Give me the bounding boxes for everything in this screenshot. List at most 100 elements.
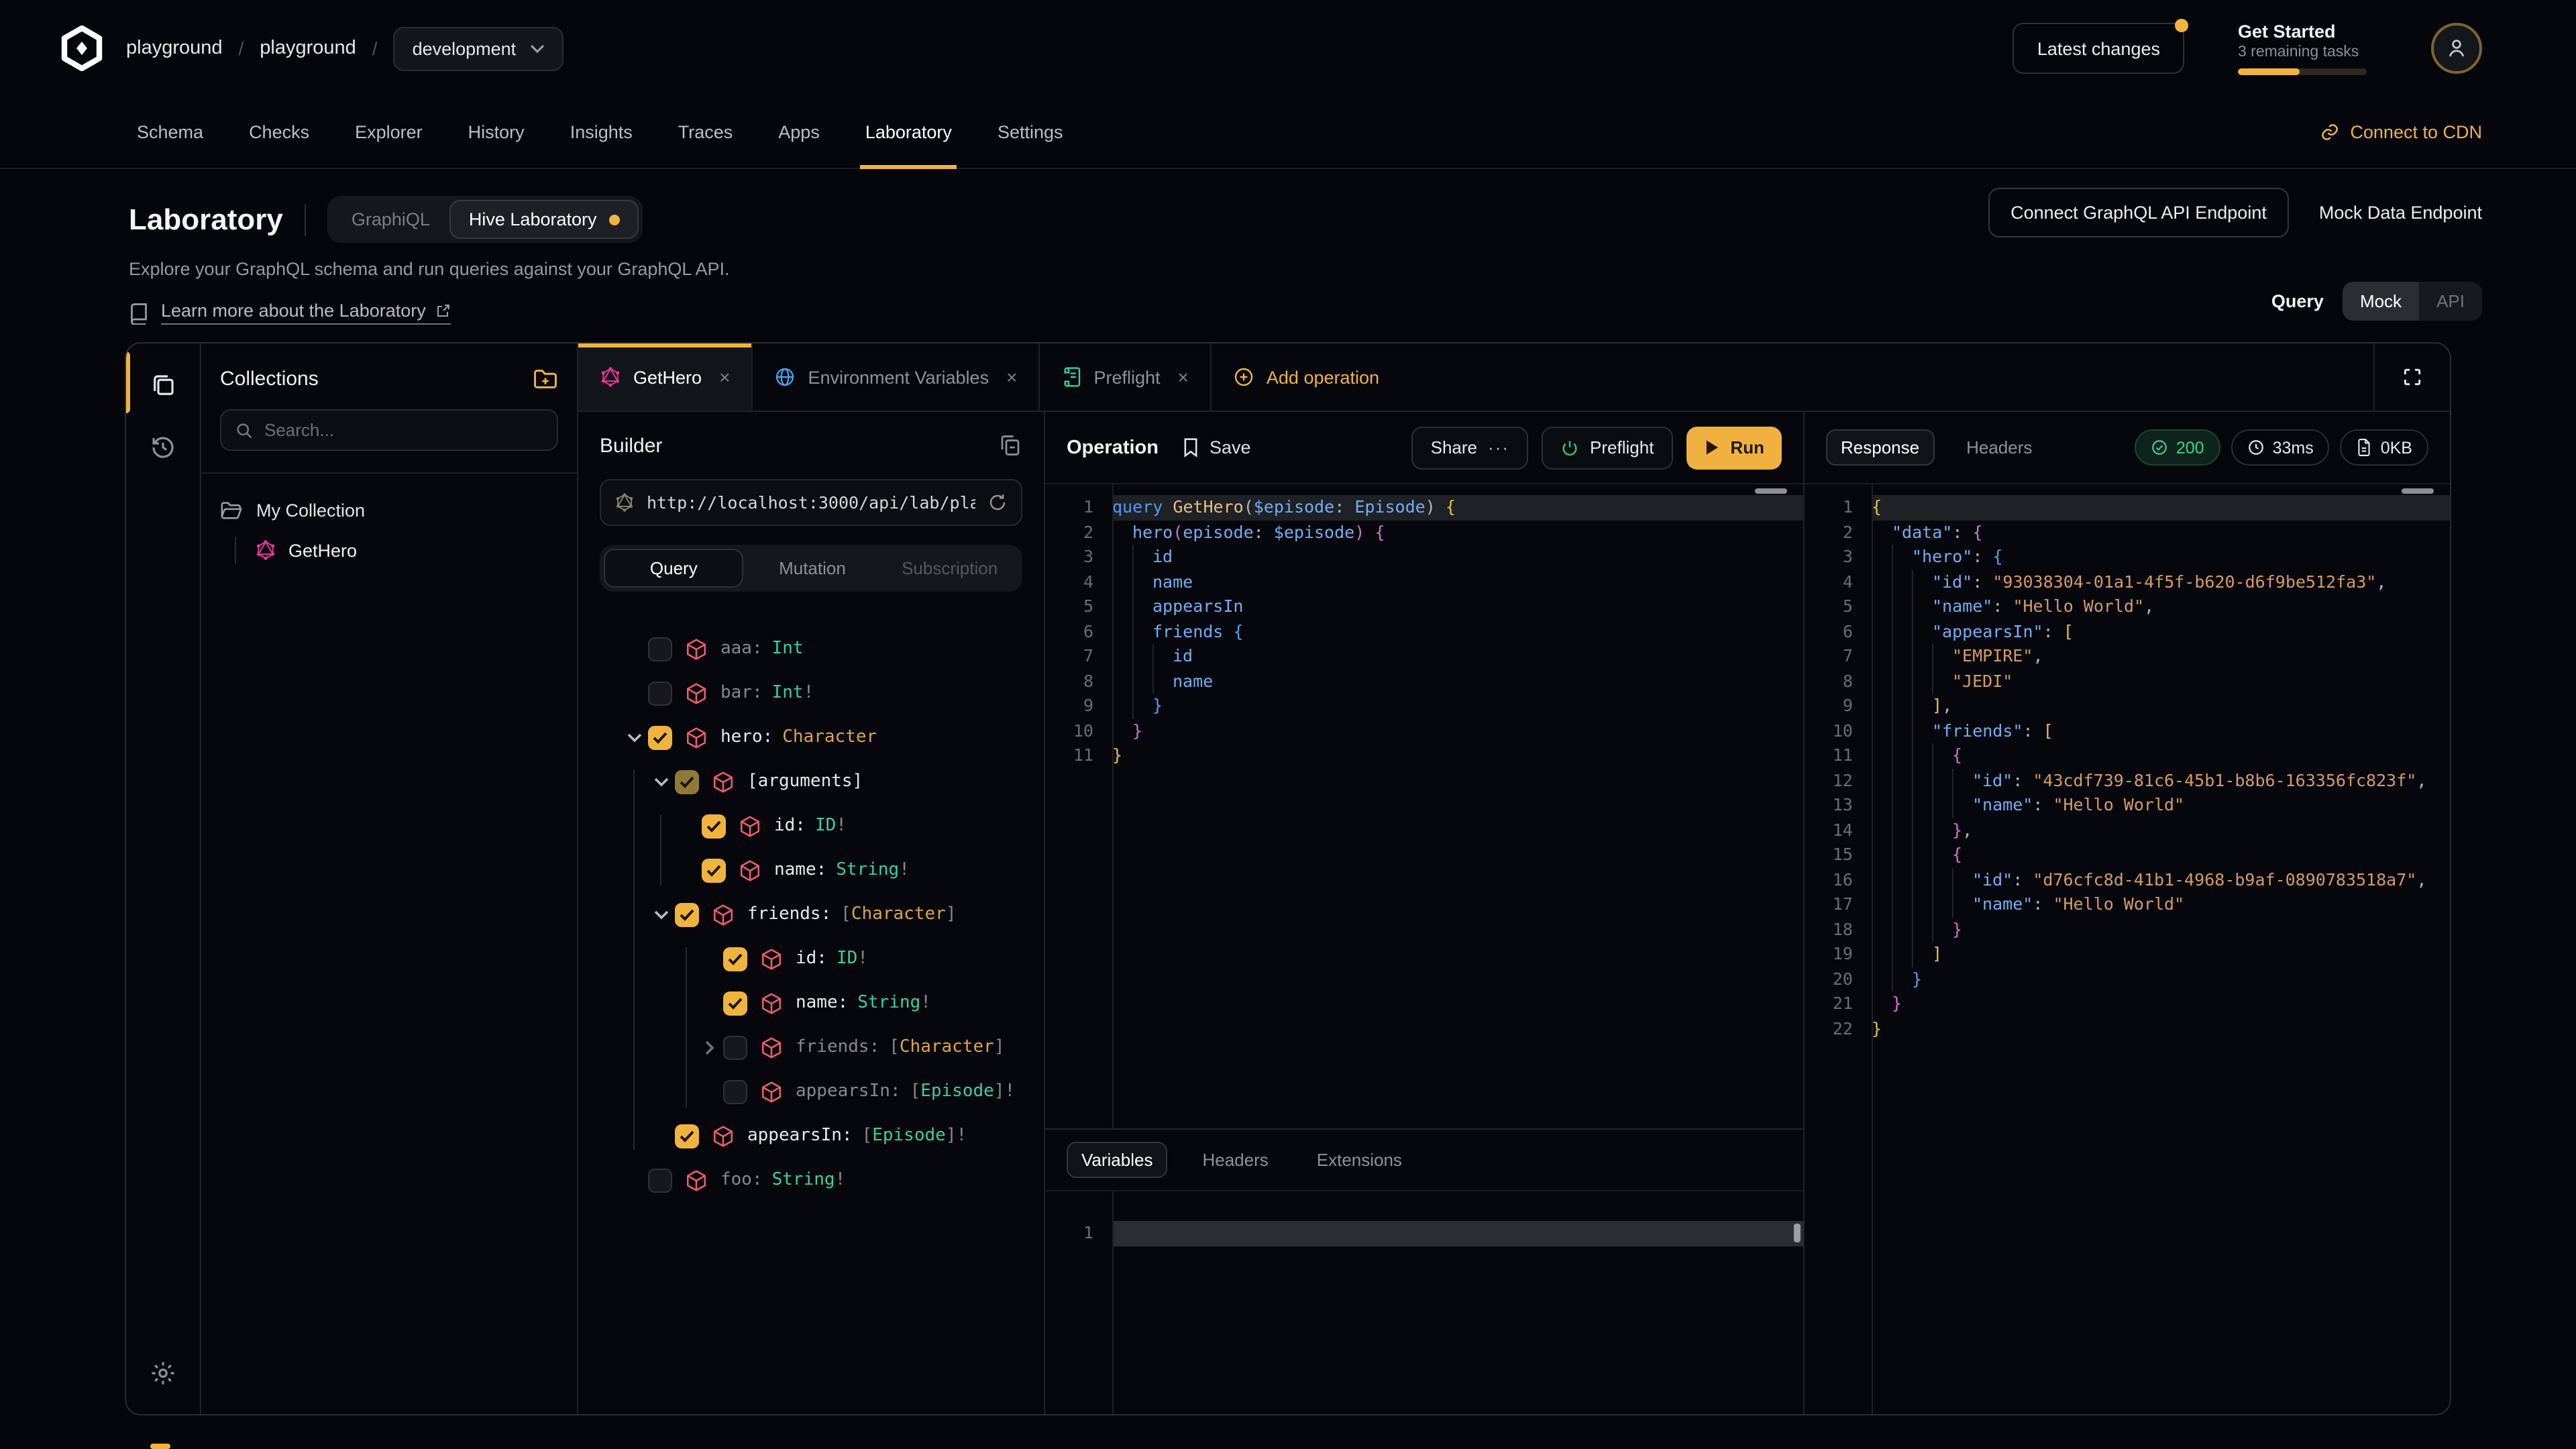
editor-scrollbar[interactable] (1755, 488, 1787, 494)
code-line[interactable]: 4 "id": "93038304-01a1-4f5f-b620-d6f9be51… (1805, 570, 2450, 594)
field-checkbox[interactable] (648, 681, 672, 705)
code-line[interactable]: 5 "name": "Hello World", (1805, 594, 2450, 619)
tab-headers[interactable]: Headers (1202, 1150, 1269, 1170)
code-line[interactable]: 1{ (1805, 495, 2450, 520)
code-line[interactable]: 5 appearsIn (1045, 594, 1803, 619)
close-tab-icon[interactable]: × (719, 366, 731, 388)
code-line[interactable]: 13 "name": "Hello World" (1805, 793, 2450, 818)
code-line[interactable]: 2 "data": { (1805, 520, 2450, 545)
breadcrumb-project[interactable]: playground (260, 38, 356, 59)
field-checkbox[interactable] (648, 1168, 672, 1192)
tab-response-headers[interactable]: Headers (1966, 437, 2033, 458)
code-line[interactable]: 11{ (1805, 743, 2450, 768)
nav-tab-checks[interactable]: Checks (249, 122, 310, 142)
code-line[interactable]: 22} (1832, 1018, 1882, 1038)
code-line[interactable]: 9} (1045, 694, 1803, 718)
field-row-aaa[interactable]: aaa: Int (600, 627, 1022, 671)
editor-tab-gethero[interactable]: GetHero × (578, 343, 753, 411)
code-line[interactable]: 15{ (1805, 843, 2450, 867)
target-selector[interactable]: development (393, 26, 564, 70)
editor-tab-preflight[interactable]: Preflight × (1040, 343, 1212, 411)
code-line[interactable]: 7 "EMPIRE", (1805, 644, 2450, 669)
endpoint-url-input[interactable]: http://localhost:3000/api/lab/playground (600, 479, 1022, 526)
tab-response[interactable]: Response (1826, 429, 1935, 466)
nav-tab-insights[interactable]: Insights (570, 122, 633, 142)
field-row-id[interactable]: id: ID! (600, 936, 1022, 981)
get-started-widget[interactable]: Get Started 3 remaining tasks (2238, 21, 2367, 75)
field-checkbox[interactable] (675, 902, 699, 926)
tab-subscription[interactable]: Subscription (902, 558, 998, 578)
field-checkbox[interactable] (702, 814, 726, 838)
run-button[interactable]: Run (1686, 426, 1782, 469)
chevron-down-icon[interactable] (621, 732, 648, 743)
field-checkbox[interactable] (723, 1035, 747, 1059)
field-row-appearsin[interactable]: appearsIn: [Episode]! (600, 1069, 1022, 1114)
field-row-bar[interactable]: bar: Int! (600, 671, 1022, 715)
field-row-name[interactable]: name: String! (600, 848, 1022, 892)
latest-changes-button[interactable]: Latest changes (2012, 19, 2188, 74)
scrollbar-thumb[interactable] (1794, 1224, 1801, 1242)
collections-rail-button[interactable] (138, 360, 189, 411)
code-line[interactable]: 19] (1805, 942, 2450, 967)
field-row-foo[interactable]: foo: String! (600, 1158, 1022, 1202)
editor-scrollbar[interactable] (2402, 488, 2434, 494)
field-row-name[interactable]: name: String! (600, 981, 1022, 1025)
collections-search[interactable] (220, 409, 558, 451)
close-tab-icon[interactable]: × (1006, 366, 1018, 388)
code-line[interactable]: 10} (1045, 718, 1803, 743)
field-row-hero[interactable]: hero: Character (600, 715, 1022, 759)
nav-tab-traces[interactable]: Traces (678, 122, 733, 142)
code-line[interactable]: 11} (1073, 745, 1123, 765)
nav-tab-laboratory[interactable]: Laboratory (849, 97, 968, 169)
save-button[interactable]: Save (1183, 437, 1251, 458)
hive-logo-icon[interactable] (59, 25, 105, 71)
code-line[interactable]: 3 id (1045, 545, 1803, 570)
code-line[interactable]: 9], (1805, 694, 2450, 718)
code-line[interactable]: 17 "name": "Hello World" (1805, 892, 2450, 917)
code-line[interactable]: 12 "id": "43cdf739-81c6-45b1-b8b6-163356f… (1805, 768, 2450, 793)
preflight-button[interactable]: Preflight (1542, 426, 1673, 469)
history-rail-button[interactable] (138, 421, 189, 472)
toggle-mock[interactable]: Mock (2342, 282, 2420, 321)
code-line[interactable]: 14}, (1805, 818, 2450, 843)
nav-tab-apps[interactable]: Apps (778, 122, 820, 142)
field-checkbox[interactable] (702, 858, 726, 882)
chevron-right-icon[interactable] (696, 1039, 723, 1055)
refresh-icon[interactable] (987, 492, 1008, 513)
nav-tab-settings[interactable]: Settings (997, 122, 1063, 142)
code-line[interactable]: 2 hero(episode: $episode) { (1045, 520, 1803, 545)
field-checkbox[interactable] (675, 769, 699, 794)
editor-tab-environment-variables[interactable]: Environment Variables × (753, 343, 1040, 411)
code-line[interactable]: 6 "appearsIn": [ (1805, 619, 2450, 644)
code-line[interactable]: 6 friends { (1045, 619, 1803, 644)
learn-more-link[interactable]: Learn more about the Laboratory (161, 301, 451, 325)
toggle-graphiql[interactable]: GraphiQL (351, 209, 430, 229)
copy-icon[interactable] (998, 433, 1022, 458)
user-avatar[interactable] (2431, 23, 2482, 74)
tab-variables[interactable]: Variables (1067, 1142, 1168, 1178)
code-line[interactable]: 8 "JEDI" (1805, 669, 2450, 694)
nav-tab-schema[interactable]: Schema (137, 122, 204, 142)
variables-editor[interactable]: 1 (1045, 1191, 1803, 1414)
field-row-appearsin[interactable]: appearsIn: [Episode]! (600, 1114, 1022, 1158)
code-line[interactable]: 10 "friends": [ (1805, 718, 2450, 743)
field-row-id[interactable]: id: ID! (600, 804, 1022, 848)
new-folder-icon[interactable] (533, 368, 558, 390)
response-viewer[interactable]: 1{2 "data": {3 "hero": {4 "id": "93038304-0… (1805, 484, 2450, 1414)
mock-endpoint-button[interactable]: Mock Data Endpoint (2318, 203, 2482, 223)
field-row-arguments[interactable]: [arguments] (600, 759, 1022, 804)
close-tab-icon[interactable]: × (1177, 366, 1189, 388)
code-line[interactable]: 7 id (1045, 644, 1803, 669)
fullscreen-button[interactable] (2373, 343, 2450, 411)
collection-operation-gethero[interactable]: GetHero (255, 539, 558, 561)
code-line[interactable]: 8 name (1045, 669, 1803, 694)
search-input[interactable] (264, 420, 543, 440)
settings-rail-button[interactable] (138, 1347, 189, 1398)
code-line[interactable]: 1 query GetHero($episode: Episode) { (1045, 495, 1803, 520)
chevron-down-icon[interactable] (648, 776, 675, 787)
code-line[interactable]: 3 "hero": { (1805, 545, 2450, 570)
code-line[interactable]: 16 "id": "d76cfc8d-41b1-4968-b9af-0890783… (1805, 867, 2450, 892)
toggle-api[interactable]: API (2436, 291, 2465, 311)
share-button[interactable]: Share ··· (1411, 426, 1529, 469)
breadcrumb-org[interactable]: playground (126, 38, 223, 59)
